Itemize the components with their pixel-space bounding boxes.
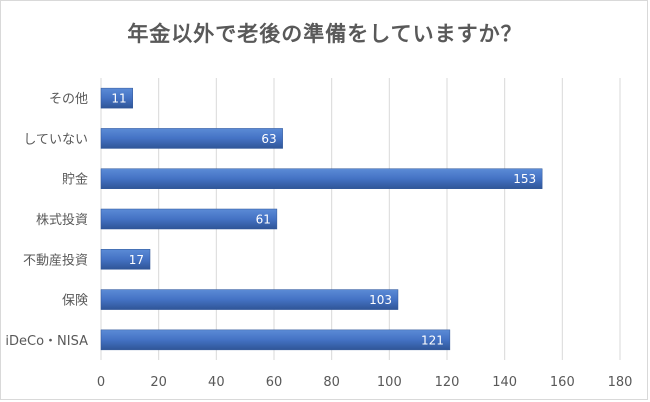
- x-tick-label: 0: [97, 375, 105, 390]
- x-tick-labels: 0 20 40 60 80 100 120 140 160 180: [97, 375, 633, 390]
- category-label: 貯金: [62, 172, 88, 188]
- category-label: iDeCo・NISA: [5, 334, 88, 349]
- category-label: 保険: [62, 294, 88, 309]
- bar: [100, 289, 399, 310]
- bar: [100, 208, 278, 230]
- data-label: 121: [421, 333, 444, 347]
- data-label: 103: [369, 293, 392, 307]
- category-label: 不動産投資: [23, 252, 88, 268]
- x-tick-label: 80: [323, 375, 340, 390]
- data-label: 61: [256, 213, 271, 227]
- bar: [100, 128, 283, 149]
- bar: [100, 249, 151, 270]
- x-tick-label: 40: [208, 375, 225, 390]
- bars: 11 63 153 61 17 103 121: [100, 87, 543, 351]
- category-label: していない: [23, 132, 88, 147]
- x-tick-label: 20: [150, 375, 167, 390]
- x-tick-label: 180: [608, 375, 633, 390]
- data-label: 153: [513, 172, 536, 186]
- x-tick-label: 140: [492, 375, 517, 390]
- x-tick-label: 100: [377, 375, 402, 390]
- data-label: 11: [111, 92, 126, 106]
- x-tick-label: 160: [550, 375, 575, 390]
- bar: [100, 87, 133, 109]
- x-tick-label: 120: [435, 375, 460, 390]
- category-label: 株式投資: [36, 212, 88, 228]
- data-label: 17: [129, 253, 144, 267]
- data-label: 63: [261, 132, 276, 146]
- category-label: その他: [49, 92, 88, 107]
- chart-title: 年金以外で老後の準備をしていますか？: [127, 22, 523, 46]
- x-tick-label: 60: [266, 375, 283, 390]
- bar: [100, 329, 451, 351]
- bar: [100, 168, 543, 189]
